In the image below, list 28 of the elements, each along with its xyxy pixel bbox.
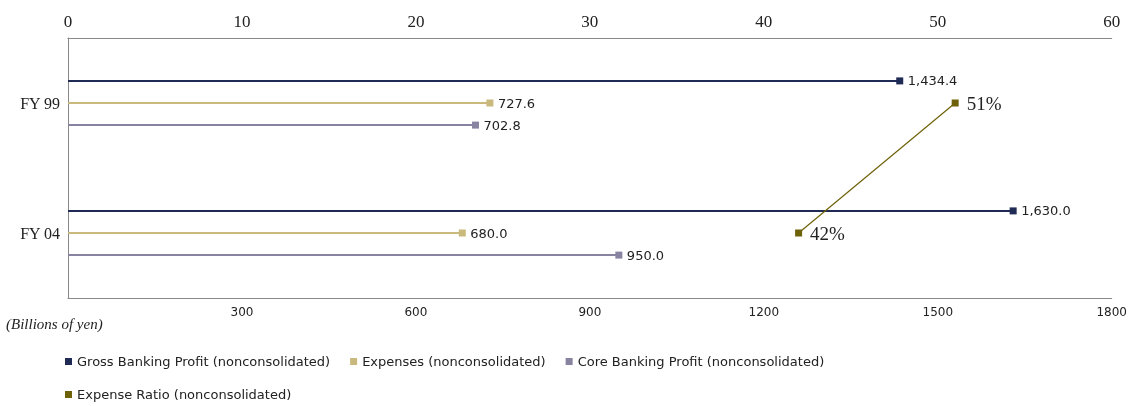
x2-tick-label: 30 — [581, 12, 599, 31]
data-label: 727.6 — [497, 95, 536, 111]
x-axis-title: (Billions of yen) — [6, 315, 103, 333]
legend-label: Expense Ratio (nonconsolidated) — [77, 387, 292, 402]
legend-label: Expenses (nonconsolidated) — [362, 354, 546, 369]
x-tick-label: 600 — [404, 305, 428, 319]
x2-tick-label: 40 — [755, 12, 773, 31]
data-label: 51% — [966, 92, 1002, 114]
data-label: 42% — [810, 222, 846, 244]
x2-tick-label: 50 — [929, 12, 947, 31]
data-label: 950.0 — [626, 247, 665, 263]
x-tick-label: 900 — [578, 305, 602, 319]
x2-tick-label: 20 — [407, 12, 425, 31]
legend-label: Gross Banking Profit (nonconsolidated) — [77, 354, 331, 369]
data-label: 1,630.0 — [1021, 203, 1071, 219]
x2-tick-label: 0 — [63, 12, 73, 31]
data-label: 1,434.4 — [907, 73, 958, 89]
legend-label: Core Banking Profit (nonconsolidated) — [577, 354, 825, 369]
data-label: 702.8 — [483, 117, 521, 133]
x-tick-label: 300 — [230, 305, 254, 319]
x2-tick-label: 60 — [1103, 12, 1121, 31]
x-tick-label: 1200 — [748, 305, 780, 319]
y-tick-label: FY 04 — [20, 224, 60, 242]
y-tick-label: FY 99 — [20, 94, 60, 112]
data-label: 680.0 — [470, 225, 508, 241]
x-tick-label: 1800 — [1096, 305, 1127, 319]
x2-tick-label: 10 — [233, 12, 251, 31]
x-tick-label: 1500 — [922, 305, 954, 319]
